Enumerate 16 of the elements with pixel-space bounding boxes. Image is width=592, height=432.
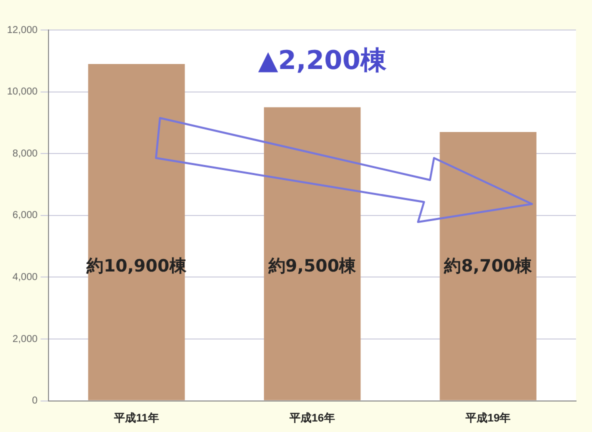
y-tick-label: 0 <box>32 396 38 407</box>
x-tick-label: 平成19年 <box>464 411 511 424</box>
data-label: 約9,500棟 <box>267 256 358 277</box>
x-tick-label: 平成11年 <box>113 411 159 424</box>
bar <box>440 132 536 400</box>
y-tick-label: 6,000 <box>12 210 38 222</box>
y-tick-label: 12,000 <box>6 24 38 36</box>
y-tick-label: 2,000 <box>12 334 38 345</box>
data-label: 約8,700棟 <box>443 256 533 277</box>
y-tick-label: 8,000 <box>12 148 38 160</box>
y-tick-label: 4,000 <box>12 272 38 283</box>
x-tick-label: 平成16年 <box>288 411 335 424</box>
y-tick-label: 10,000 <box>6 86 38 98</box>
annotation: ▲2,200棟 <box>258 46 388 76</box>
bar <box>88 64 185 400</box>
bar <box>264 107 361 400</box>
